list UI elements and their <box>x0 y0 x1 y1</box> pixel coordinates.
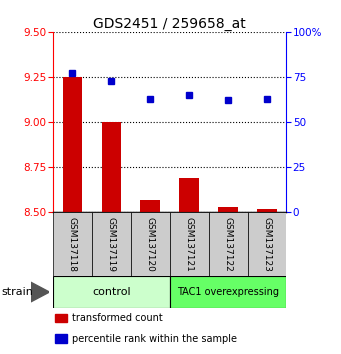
Bar <box>53 212 92 276</box>
Bar <box>102 122 121 212</box>
Text: strain: strain <box>2 287 33 297</box>
Text: transformed count: transformed count <box>72 313 162 323</box>
Bar <box>92 212 131 276</box>
Bar <box>55 314 67 322</box>
Text: control: control <box>92 287 131 297</box>
Bar <box>140 200 160 212</box>
Bar <box>257 209 277 212</box>
Text: GSM137122: GSM137122 <box>224 217 233 272</box>
Title: GDS2451 / 259658_at: GDS2451 / 259658_at <box>93 17 246 31</box>
Text: GSM137121: GSM137121 <box>184 217 194 272</box>
Bar <box>179 178 199 212</box>
Text: TAC1 overexpressing: TAC1 overexpressing <box>177 287 279 297</box>
Bar <box>169 212 209 276</box>
Polygon shape <box>31 282 49 302</box>
Bar <box>218 207 238 212</box>
Text: GSM137118: GSM137118 <box>68 217 77 272</box>
Bar <box>53 276 169 308</box>
Bar <box>209 212 248 276</box>
Bar <box>63 77 82 212</box>
Text: GSM137120: GSM137120 <box>146 217 155 272</box>
Bar <box>169 276 286 308</box>
Text: GSM137119: GSM137119 <box>107 217 116 272</box>
Bar <box>55 335 67 343</box>
Bar <box>131 212 169 276</box>
Bar <box>248 212 286 276</box>
Text: GSM137123: GSM137123 <box>263 217 271 272</box>
Text: percentile rank within the sample: percentile rank within the sample <box>72 333 237 343</box>
